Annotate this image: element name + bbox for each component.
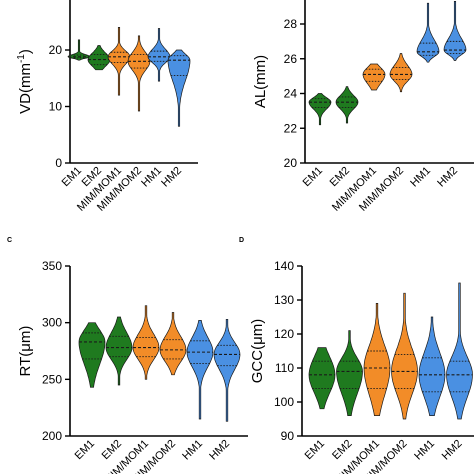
y-tick-label: 130 [274, 293, 294, 307]
violin-mim-mom1 [363, 303, 391, 416]
y-tick-label: 120 [274, 327, 294, 341]
y-tick-label: 0 [55, 156, 62, 170]
category-label: HM2 [440, 438, 465, 463]
violin-hm1 [418, 316, 446, 416]
category-label: HM2 [207, 438, 232, 463]
violin-mim-mom1 [362, 63, 386, 91]
category-label: HM1 [412, 438, 437, 463]
panel-letter: C [7, 237, 12, 244]
violin-em2 [87, 45, 111, 71]
category-label: HM2 [159, 165, 184, 190]
y-axis-label: RT(μm) [17, 326, 34, 377]
violin-hm1 [147, 28, 171, 82]
panel-vd: 01020VD(mm-1)EM1EM2MIM/MOM1MIM/MOM2HM1HM… [16, 0, 198, 214]
violin-mim-mom2 [159, 312, 187, 376]
violin-mim-mom2 [391, 292, 418, 420]
panel-letter: D [239, 237, 244, 244]
y-axis-label: VD(mm-1) [16, 49, 34, 114]
violin-mim-mom1 [132, 305, 160, 380]
y-tick-label: 140 [274, 259, 294, 273]
category-label: HM2 [435, 165, 460, 190]
violin-mim-mom2 [127, 35, 151, 112]
y-axis-label: AL(mm) [252, 55, 269, 108]
violin-em1 [78, 322, 106, 388]
y-tick-label: 350 [42, 259, 62, 273]
y-tick-label: 90 [281, 429, 295, 443]
y-axis-label: GCC(μm) [249, 319, 266, 383]
violin-hm2 [213, 318, 241, 422]
y-tick-label: 26 [284, 52, 298, 66]
category-label: HM1 [408, 165, 433, 190]
y-tick-label: 10 [49, 100, 63, 114]
violin-hm2 [167, 49, 191, 127]
violin-em2 [105, 316, 133, 386]
category-label: HM1 [180, 438, 205, 463]
category-label: EM1 [301, 165, 325, 189]
violin-hm2 [446, 282, 473, 420]
category-label: EM1 [73, 438, 97, 462]
category-label: HM1 [139, 165, 164, 190]
violin-em1 [308, 93, 332, 126]
y-tick-label: 20 [284, 156, 298, 170]
violin-hm1 [186, 320, 214, 420]
violin-em1 [67, 39, 91, 61]
y-tick-label: 250 [42, 372, 62, 386]
category-label: EM1 [60, 165, 84, 189]
category-label: EM1 [303, 438, 327, 462]
y-tick-label: 28 [284, 17, 298, 31]
violin-hm2 [443, 1, 467, 61]
violin-em2 [336, 330, 363, 416]
y-tick-label: 200 [42, 429, 62, 443]
y-tick-label: 110 [275, 361, 294, 375]
violin-em2 [335, 86, 359, 124]
y-tick-label: 24 [284, 87, 298, 101]
y-tick-label: 100 [274, 395, 294, 409]
violin-mim-mom1 [107, 27, 131, 96]
y-tick-label: 300 [42, 316, 62, 330]
y-tick-label: 22 [284, 121, 298, 135]
violin-hm1 [416, 2, 440, 63]
violin-em1 [308, 347, 336, 410]
category-label: EM2 [330, 438, 354, 462]
y-tick-label: 20 [49, 43, 63, 57]
violin-mim-mom2 [389, 53, 413, 93]
